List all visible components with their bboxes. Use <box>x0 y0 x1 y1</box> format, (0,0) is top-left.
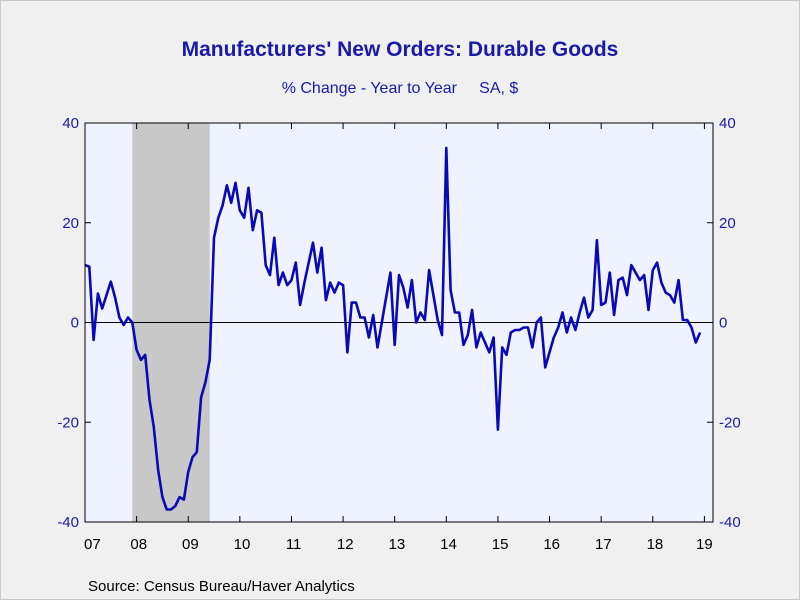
y-tick-label-right: 0 <box>719 315 727 332</box>
x-tick-label: 16 <box>543 536 560 553</box>
x-tick-label: 17 <box>595 536 612 553</box>
x-tick-label: 19 <box>696 536 713 553</box>
x-tick-label: 13 <box>389 536 406 553</box>
x-tick-label: 07 <box>84 536 101 553</box>
chart-subtitle: % Change - Year to Year SA, $ <box>281 80 519 97</box>
y-tick-label-left: -20 <box>57 414 79 431</box>
x-tick-label: 08 <box>130 536 147 553</box>
source-note: Source: Census Bureau/Haver Analytics <box>88 578 355 595</box>
series-line <box>84 146 702 511</box>
y-tick-label-right: 20 <box>719 215 736 232</box>
chart-title: Manufacturers' New Orders: Durable Goods <box>181 38 619 61</box>
x-tick-label: 09 <box>182 536 199 553</box>
y-tick-label-right: -40 <box>719 514 741 531</box>
x-tick-label: 18 <box>647 536 664 553</box>
y-tick-label-right: 40 <box>719 115 736 132</box>
y-tick-label-left: 0 <box>71 315 79 332</box>
x-tick-label: 14 <box>440 536 457 553</box>
x-tick-label: 15 <box>492 536 509 553</box>
x-tick-label: 11 <box>286 536 302 553</box>
y-tick-label-left: -40 <box>57 514 79 531</box>
y-tick-label-left: 20 <box>62 215 79 232</box>
x-tick-label: 10 <box>234 536 251 553</box>
y-tick-label-right: -20 <box>719 414 741 431</box>
y-tick-label-left: 40 <box>62 115 79 132</box>
x-tick-label: 12 <box>337 536 354 553</box>
